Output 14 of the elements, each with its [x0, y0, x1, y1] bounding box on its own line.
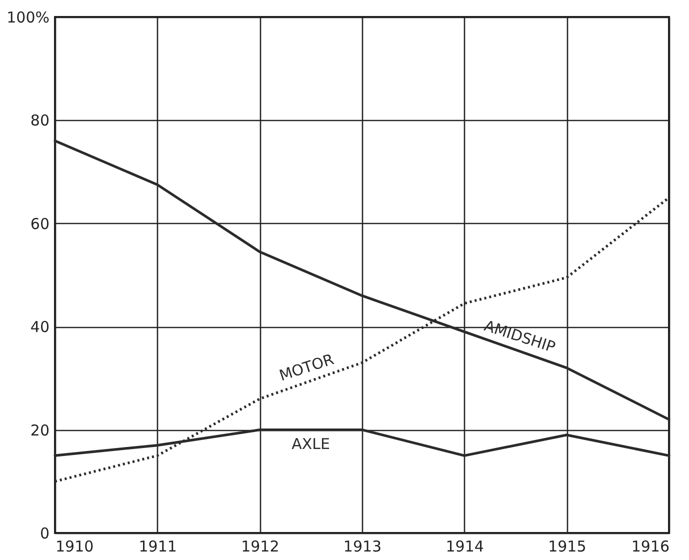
- x-tick-label: 1914: [446, 538, 484, 556]
- y-tick-label: 20: [30, 421, 50, 440]
- x-tick-label: 1912: [241, 538, 280, 556]
- y-tick-label: 100%: [6, 8, 50, 26]
- y-tick-label: 80: [30, 112, 50, 130]
- y-tick-label: 0: [40, 524, 50, 542]
- y-tick-label: 60: [30, 214, 50, 233]
- x-tick-label: 1916: [631, 538, 670, 556]
- series-label: AXLE: [292, 434, 330, 453]
- x-tick-label: 1911: [138, 538, 177, 556]
- y-tick-label: 40: [30, 318, 50, 336]
- x-tick-label: 1910: [56, 538, 94, 556]
- x-tick-label: 1915: [548, 538, 586, 556]
- x-tick-label: 1913: [343, 538, 382, 556]
